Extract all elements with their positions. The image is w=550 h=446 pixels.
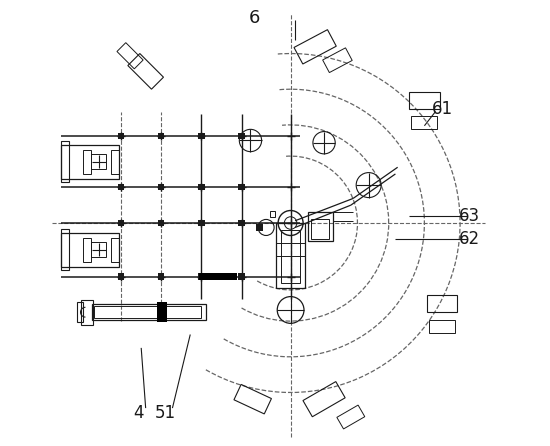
Bar [158, 133, 164, 139]
Bar [158, 184, 164, 190]
Bar [61, 233, 119, 267]
Bar [311, 219, 328, 239]
Bar [276, 223, 305, 288]
Bar [199, 220, 205, 226]
Bar [239, 133, 245, 139]
Bar [81, 300, 94, 325]
Bar [76, 302, 82, 322]
Bar [270, 211, 276, 217]
Bar [118, 133, 124, 139]
Bar [256, 224, 262, 231]
Bar [199, 273, 205, 280]
Bar [61, 145, 119, 179]
Bar [111, 238, 119, 262]
Text: 63: 63 [459, 207, 480, 225]
Bar [199, 273, 237, 280]
Bar [83, 150, 91, 173]
Bar [91, 154, 106, 169]
Text: 51: 51 [155, 404, 177, 421]
Bar [157, 302, 167, 322]
Text: 4: 4 [134, 404, 144, 421]
Bar [239, 184, 245, 190]
Bar [199, 133, 205, 139]
Text: 62: 62 [459, 230, 480, 248]
Bar [239, 220, 245, 226]
Bar [118, 220, 124, 226]
Bar [239, 273, 245, 280]
Text: 6: 6 [249, 9, 261, 27]
Bar [61, 229, 69, 270]
Bar [158, 220, 164, 226]
Text: 61: 61 [432, 100, 453, 118]
Bar [158, 273, 164, 280]
Bar [118, 184, 124, 190]
Bar [111, 150, 119, 173]
Bar [118, 273, 124, 280]
Bar [61, 141, 69, 182]
Bar [83, 238, 91, 262]
Bar [95, 306, 201, 318]
Bar [199, 184, 205, 190]
Bar [281, 230, 300, 283]
Bar [309, 212, 333, 241]
Bar [92, 304, 206, 320]
Bar [91, 243, 106, 257]
